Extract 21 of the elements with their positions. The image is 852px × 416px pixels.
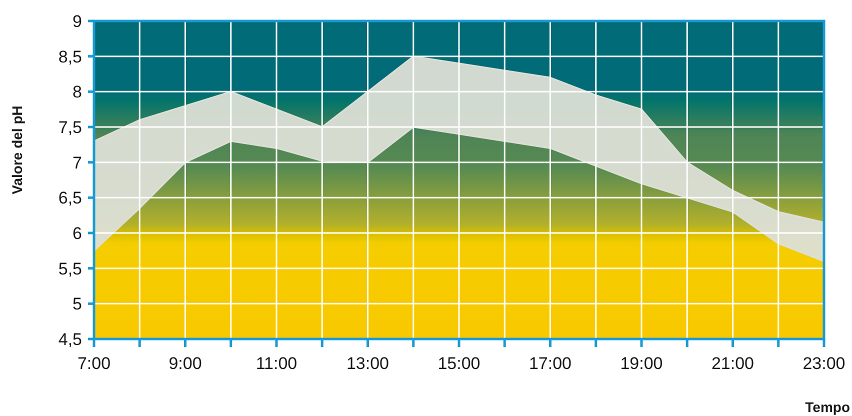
y-tick-label: 6 xyxy=(72,224,82,243)
x-tick-label: 23:00 xyxy=(802,354,846,373)
y-axis-title: Valore del pH xyxy=(9,106,25,194)
x-tick-label: 21:00 xyxy=(711,354,754,373)
y-tick-label: 8,5 xyxy=(58,47,82,66)
x-axis-title: Tempo xyxy=(805,399,850,415)
x-tick-label: 17:00 xyxy=(528,354,572,373)
y-tick-label: 6,5 xyxy=(58,188,82,208)
x-tick-label: 11:00 xyxy=(256,354,298,373)
x-tick-label: 9:00 xyxy=(168,354,202,373)
x-tick-label: 15:00 xyxy=(438,354,480,373)
y-tick-label: 9 xyxy=(72,12,82,31)
y-tick-label: 7 xyxy=(72,153,82,172)
x-tick-label: 19:00 xyxy=(620,354,663,373)
y-tick-label: 7,5 xyxy=(58,118,82,137)
y-tick-label: 8 xyxy=(72,82,82,102)
y-tick-label: 5,5 xyxy=(58,259,82,278)
y-tick-label: 5 xyxy=(72,294,82,314)
x-tick-label: 13:00 xyxy=(346,354,390,373)
x-tick-label: 7:00 xyxy=(77,354,111,373)
y-tick-label: 4,5 xyxy=(58,330,82,349)
